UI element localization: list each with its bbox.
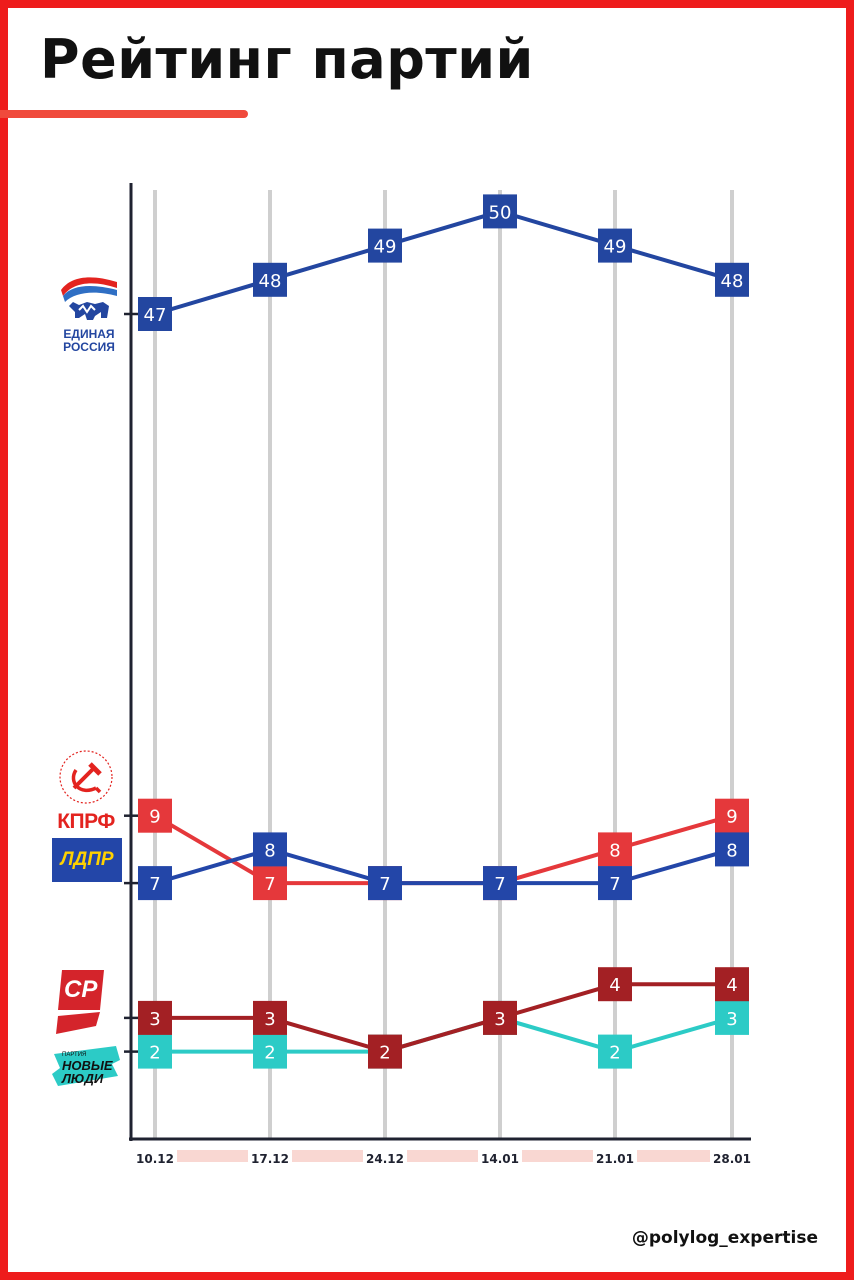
data-label-novye_lyudi: 3: [726, 1009, 737, 1030]
x-tick-label: 21.01: [596, 1152, 634, 1166]
brush-stroke-icon: [52, 1046, 120, 1086]
novye-lyudi-logo-small: ПАРТИЯ: [62, 1052, 87, 1058]
x-tick-label: 17.12: [251, 1152, 289, 1166]
date-band: [292, 1150, 363, 1162]
date-band: [522, 1150, 593, 1162]
data-label-sr: 2: [379, 1043, 390, 1064]
page-title: Рейтинг партий: [40, 28, 534, 91]
data-point-ldpr: [138, 866, 172, 901]
novye-lyudi-logo: ПАРТИЯ НОВЫЕ ЛЮДИ: [50, 1040, 122, 1094]
date-band: [177, 1150, 248, 1162]
source-handle: @polylog_expertise: [631, 1228, 818, 1248]
ldpr-logo: ЛДПР: [52, 838, 122, 882]
series-line-ldpr: [154, 847, 733, 886]
edinaya-rossiya-logo: ЕДИНАЯ РОССИЯ: [50, 272, 128, 354]
data-label-ldpr: 8: [264, 840, 275, 861]
x-tick-label: 24.12: [366, 1152, 404, 1166]
series-line-sr: [155, 982, 732, 1054]
data-label-sr: 3: [494, 1009, 505, 1030]
data-point-novye_lyudi: [598, 1034, 632, 1069]
data-label-er: 47: [144, 305, 167, 326]
data-point-kprf: [715, 798, 749, 833]
data-point-sr: [483, 1000, 517, 1035]
data-label-ldpr: 8: [726, 840, 737, 861]
data-point-ldpr: [253, 832, 287, 867]
data-label-ldpr: 7: [609, 874, 620, 895]
data-label-kprf: 7: [264, 874, 275, 895]
data-label-sr: 4: [726, 975, 737, 996]
data-label-sr: 3: [149, 1009, 160, 1030]
title-underline: [0, 110, 248, 118]
series-line-er: [154, 209, 733, 316]
data-point-novye_lyudi: [715, 1000, 749, 1035]
x-tick-label: 28.01: [713, 1152, 751, 1166]
x-tick-label: 14.01: [481, 1152, 519, 1166]
data-point-kprf: [598, 832, 632, 867]
data-label-er: 50: [489, 202, 512, 223]
sr-flag-icon: [56, 970, 104, 1034]
data-label-sr: 3: [264, 1009, 275, 1030]
data-label-ldpr: 7: [149, 874, 160, 895]
data-point-sr: [138, 1000, 172, 1035]
data-point-ldpr: [368, 866, 402, 901]
data-label-er: 48: [259, 271, 282, 292]
data-label-novye_lyudi: 2: [264, 1043, 275, 1064]
data-label-kprf: 9: [149, 807, 160, 828]
novye-lyudi-logo-text: НОВЫЕ ЛЮДИ: [62, 1058, 113, 1086]
data-point-er: [483, 194, 517, 229]
data-point-kprf: [138, 798, 172, 833]
data-point-novye_lyudi: [138, 1034, 172, 1069]
data-label-sr: 4: [609, 975, 620, 996]
kprf-logo-text: КПРФ: [57, 810, 115, 833]
data-point-er: [715, 262, 749, 297]
data-point-sr: [368, 1034, 402, 1069]
data-point-sr: [253, 1000, 287, 1035]
sr-logo-text: СР: [64, 976, 98, 1003]
sr-logo: СР: [56, 968, 112, 1044]
data-label-er: 48: [721, 271, 744, 292]
data-point-sr: [598, 967, 632, 1002]
data-point-sr: [715, 967, 749, 1002]
data-point-ldpr: [715, 832, 749, 867]
edinaya-rossiya-logo-text: ЕДИНАЯ РОССИЯ: [63, 327, 115, 354]
data-label-kprf: 9: [726, 807, 737, 828]
data-point-ldpr: [483, 866, 517, 901]
data-point-kprf: [253, 866, 287, 901]
hammer-sickle-icon: [59, 750, 113, 804]
data-point-er: [598, 228, 632, 263]
data-label-er: 49: [604, 237, 627, 258]
data-point-ldpr: [598, 866, 632, 901]
date-band: [637, 1150, 710, 1162]
ldpr-logo-text: ЛДПР: [60, 849, 114, 870]
data-point-er: [138, 297, 172, 331]
data-label-ldpr: 7: [494, 874, 505, 895]
data-label-kprf: 8: [609, 840, 620, 861]
data-label-er: 49: [374, 237, 397, 258]
data-label-ldpr: 7: [379, 874, 390, 895]
data-point-er: [253, 262, 287, 297]
bear-flag-icon: [61, 277, 117, 320]
date-band: [407, 1150, 478, 1162]
data-point-er: [368, 228, 402, 263]
data-label-novye_lyudi: 2: [609, 1043, 620, 1064]
data-point-novye_lyudi: [253, 1034, 287, 1069]
data-label-novye_lyudi: 2: [149, 1043, 160, 1064]
kprf-logo: КПРФ: [46, 748, 126, 834]
x-tick-label: 10.12: [136, 1152, 174, 1166]
